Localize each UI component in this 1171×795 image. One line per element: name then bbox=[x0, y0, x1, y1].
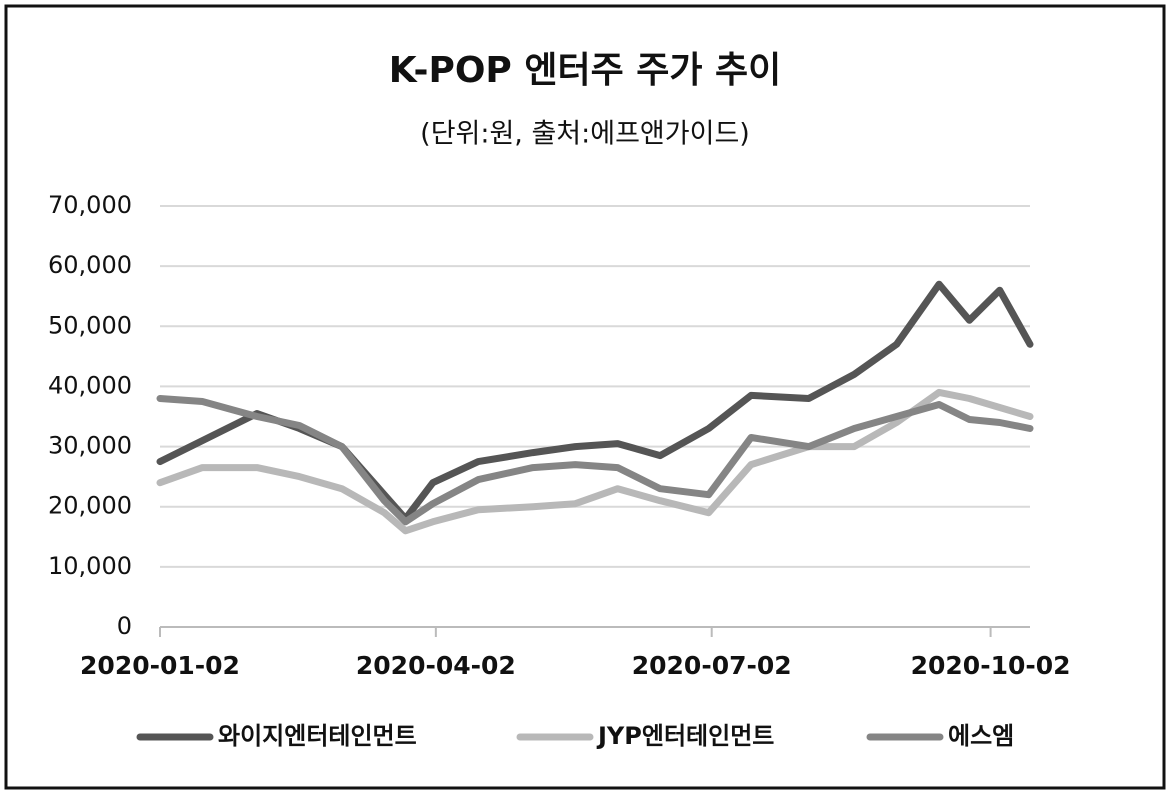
y-tick-label: 40,000 bbox=[48, 371, 132, 399]
x-tick-label: 2020-07-02 bbox=[632, 651, 792, 680]
y-tick-label: 30,000 bbox=[48, 432, 132, 460]
legend-label: 에스엠 bbox=[948, 722, 1014, 750]
y-tick-label: 10,000 bbox=[48, 552, 132, 580]
legend-label: 와이지엔터테인먼트 bbox=[218, 722, 417, 750]
y-tick-label: 50,000 bbox=[48, 311, 132, 339]
series-line bbox=[156, 395, 1034, 526]
y-tick-label: 20,000 bbox=[48, 492, 132, 520]
x-tick-label: 2020-10-02 bbox=[911, 651, 1071, 680]
chart-title: K-POP 엔터주 주가 추이 bbox=[389, 50, 782, 91]
y-tick-label: 60,000 bbox=[48, 251, 132, 279]
y-tick-label: 0 bbox=[117, 612, 132, 640]
chart-subtitle: (단위:원, 출처:에프앤가이드) bbox=[420, 119, 750, 150]
x-tick-label: 2020-01-02 bbox=[80, 651, 240, 680]
legend-label: JYP엔터테인먼트 bbox=[596, 722, 774, 750]
x-tick-label: 2020-04-02 bbox=[356, 651, 516, 680]
y-tick-label: 70,000 bbox=[48, 191, 132, 219]
